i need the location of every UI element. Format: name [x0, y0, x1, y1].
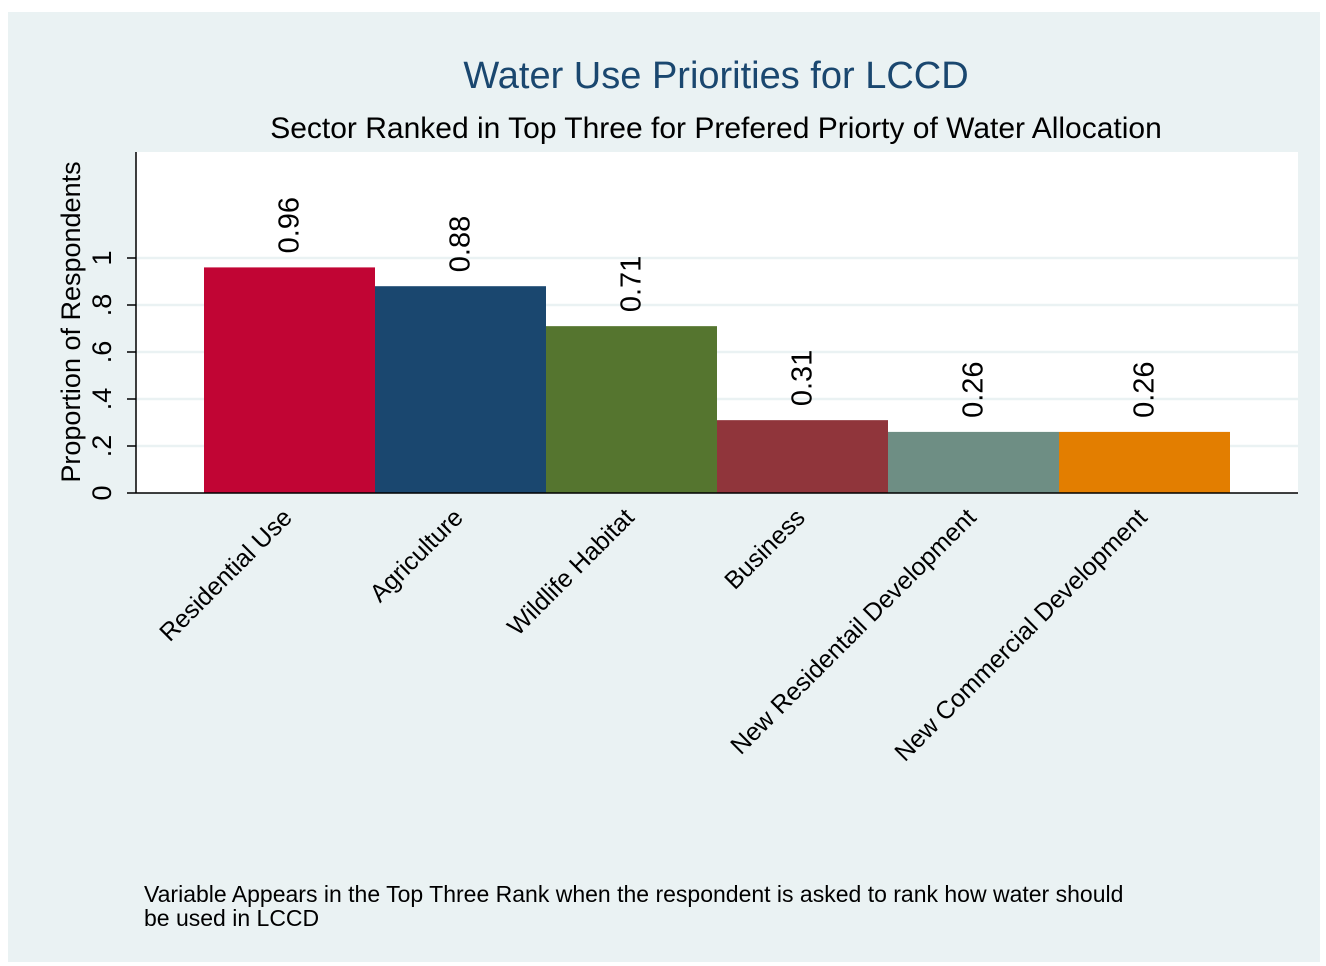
- bar: [375, 286, 546, 493]
- chart-figure: Water Use Priorities for LCCD Sector Ran…: [8, 12, 1320, 962]
- y-tick-label: .4: [87, 388, 117, 411]
- footnote-line-1: Variable Appears in the Top Three Rank w…: [144, 881, 1123, 907]
- bar: [204, 267, 375, 493]
- bar-value-label: 0.96: [274, 197, 306, 253]
- bar-chart: Water Use Priorities for LCCD Sector Ran…: [56, 55, 1298, 931]
- y-tick-label: 0: [87, 485, 117, 500]
- bar: [546, 326, 717, 493]
- bar-value-label: 0.26: [1129, 361, 1161, 417]
- bar-value-label: 0.31: [787, 350, 819, 406]
- x-category-label: Wildlife Habitat: [502, 503, 640, 641]
- y-axis-ticks: 0 .2 .4 .6 .8 1: [87, 250, 136, 501]
- x-category-label: Agriculture: [364, 503, 468, 607]
- bar-value-label: 0.26: [958, 361, 990, 417]
- x-category-label: Business: [719, 503, 811, 595]
- bars: [204, 267, 1230, 493]
- y-tick-label: .8: [87, 294, 117, 317]
- bar-value-label: 0.71: [616, 256, 648, 312]
- bar-value-label: 0.88: [445, 216, 477, 272]
- footnote-line-2: be used in LCCD: [144, 905, 319, 931]
- bar: [717, 420, 888, 493]
- x-axis-category-labels: Residential Use Agriculture Wildlife Habit…: [154, 503, 1153, 766]
- y-tick-label: .2: [87, 435, 117, 458]
- bar-value-labels: 0.96 0.88 0.71 0.31 0.26 0.26: [274, 197, 1161, 418]
- chart-title: Water Use Priorities for LCCD: [463, 55, 968, 97]
- y-axis-label: Proportion of Respondents: [56, 161, 86, 482]
- bar: [888, 431, 1059, 493]
- y-tick-label: .6: [87, 341, 117, 364]
- chart-subtitle: Sector Ranked in Top Three for Prefered …: [270, 112, 1162, 145]
- x-category-label: Residential Use: [154, 503, 298, 647]
- bar: [1059, 431, 1230, 493]
- y-tick-label: 1: [87, 250, 117, 265]
